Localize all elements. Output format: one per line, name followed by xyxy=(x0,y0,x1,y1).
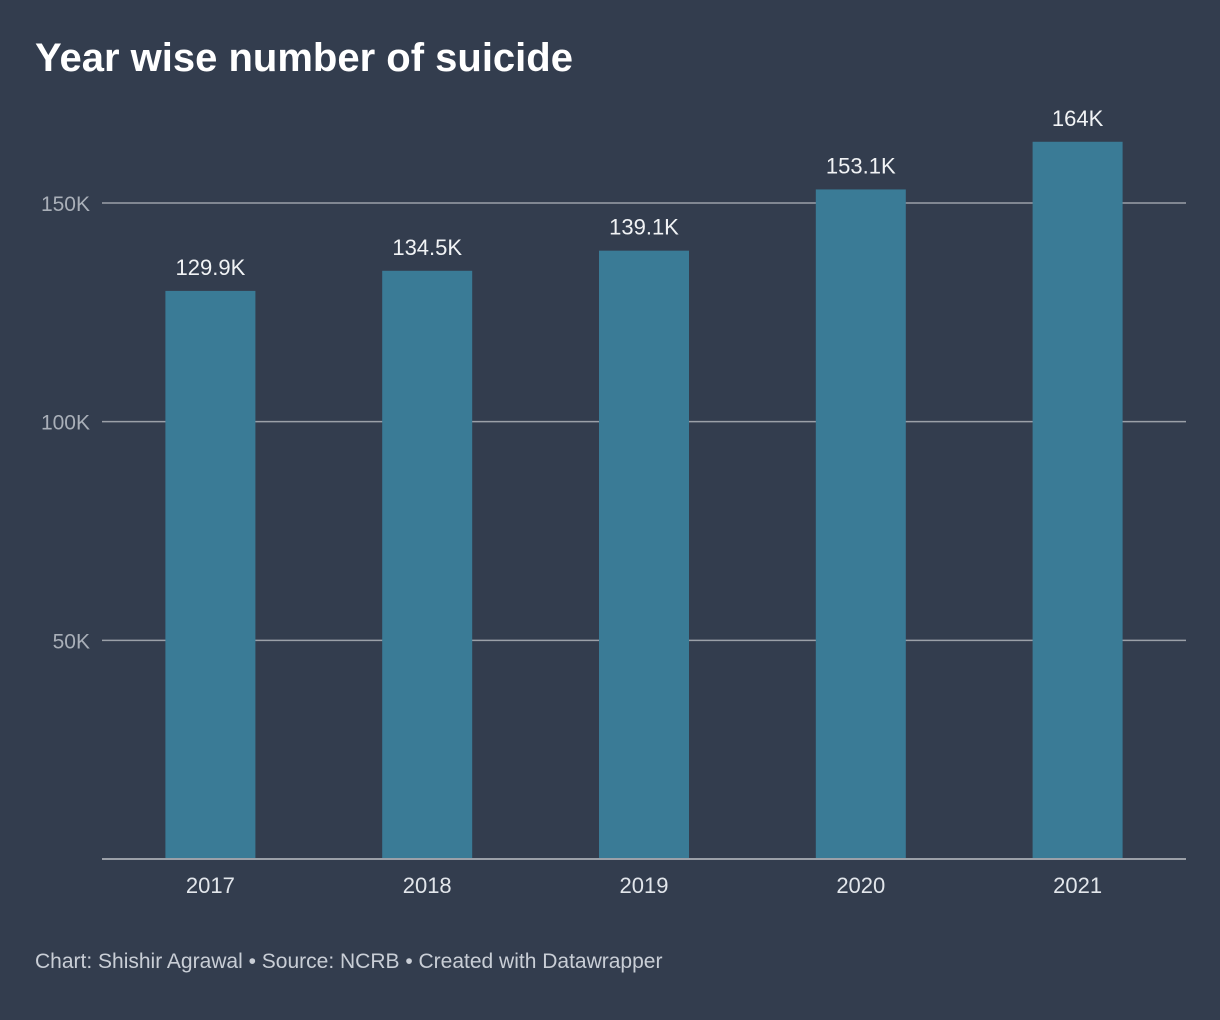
bar-2020 xyxy=(815,189,906,859)
bar-2021 xyxy=(1032,141,1123,860)
data-label: 134.5K xyxy=(392,235,462,260)
x-tick-label: 2017 xyxy=(186,873,235,898)
bar-2018 xyxy=(382,270,473,860)
y-tick-label: 50K xyxy=(53,630,90,653)
data-label: 153.1K xyxy=(826,153,896,178)
chart-title: Year wise number of suicide xyxy=(35,36,573,80)
x-tick-label: 2019 xyxy=(620,873,669,898)
bar-2017 xyxy=(165,290,256,859)
x-tick-label: 2018 xyxy=(403,873,452,898)
data-label: 139.1K xyxy=(609,215,679,240)
data-label: 129.9K xyxy=(176,255,246,280)
data-label: 164K xyxy=(1052,106,1104,131)
y-tick-label: 100K xyxy=(41,412,90,435)
bar-2019 xyxy=(599,250,689,860)
chart-footer: Chart: Shishir Agrawal • Source: NCRB • … xyxy=(35,950,663,973)
y-tick-label: 150K xyxy=(41,193,90,216)
x-tick-label: 2020 xyxy=(836,873,885,898)
x-tick-label: 2021 xyxy=(1053,873,1102,898)
